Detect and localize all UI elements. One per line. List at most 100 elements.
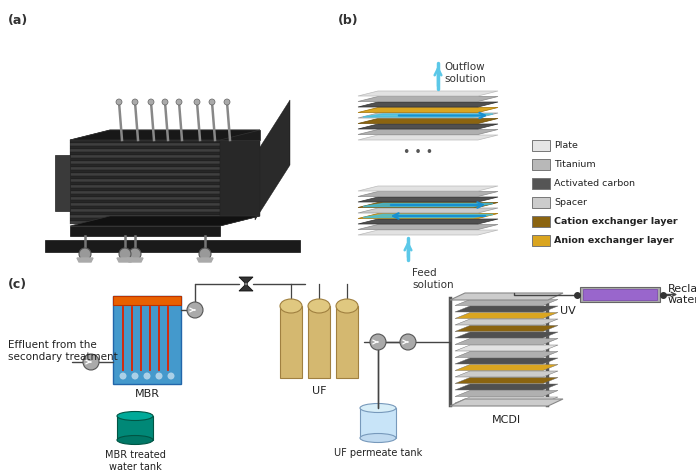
Polygon shape [70, 188, 220, 191]
Polygon shape [55, 155, 70, 211]
Polygon shape [358, 197, 498, 202]
Circle shape [120, 373, 127, 379]
Circle shape [400, 334, 416, 350]
Polygon shape [70, 146, 220, 149]
Polygon shape [358, 225, 498, 229]
Polygon shape [70, 176, 220, 179]
Polygon shape [455, 397, 558, 403]
Polygon shape [455, 326, 558, 331]
Polygon shape [70, 218, 220, 221]
Circle shape [176, 99, 182, 105]
Polygon shape [70, 209, 220, 212]
Polygon shape [358, 91, 498, 96]
Circle shape [244, 282, 248, 285]
Polygon shape [239, 277, 253, 284]
Text: Titanium: Titanium [554, 160, 596, 169]
Text: (a): (a) [8, 14, 29, 27]
Polygon shape [70, 182, 220, 185]
Polygon shape [358, 213, 498, 219]
Polygon shape [358, 186, 498, 191]
Polygon shape [239, 284, 253, 291]
Circle shape [119, 248, 131, 260]
Polygon shape [455, 371, 558, 377]
Bar [532, 197, 550, 208]
Polygon shape [358, 108, 498, 112]
Polygon shape [358, 208, 498, 213]
Polygon shape [70, 155, 220, 158]
Ellipse shape [336, 299, 358, 313]
Polygon shape [70, 173, 220, 176]
Bar [117, 416, 153, 440]
Text: MBR: MBR [134, 389, 159, 399]
Ellipse shape [280, 299, 302, 313]
Circle shape [370, 334, 386, 350]
Polygon shape [70, 197, 220, 200]
Polygon shape [255, 100, 290, 220]
Polygon shape [358, 230, 498, 235]
Ellipse shape [360, 433, 396, 442]
Polygon shape [358, 219, 498, 224]
Polygon shape [358, 135, 498, 140]
Polygon shape [70, 140, 220, 143]
Polygon shape [455, 345, 558, 351]
Polygon shape [70, 170, 220, 173]
Text: Effluent from the
secondary treatment: Effluent from the secondary treatment [8, 340, 118, 361]
Polygon shape [358, 124, 498, 129]
Polygon shape [358, 118, 498, 124]
Polygon shape [70, 215, 220, 218]
Text: MBR treated
water tank: MBR treated water tank [104, 450, 166, 470]
Polygon shape [358, 96, 498, 102]
Bar [360, 408, 396, 438]
Circle shape [162, 99, 168, 105]
Polygon shape [70, 149, 220, 152]
Polygon shape [455, 352, 558, 358]
Text: Reclaimed
water: Reclaimed water [668, 284, 696, 306]
Polygon shape [70, 143, 220, 146]
Bar [580, 287, 660, 302]
Polygon shape [455, 299, 558, 306]
Bar [583, 289, 657, 300]
Circle shape [155, 373, 162, 379]
Polygon shape [45, 240, 300, 252]
Circle shape [224, 99, 230, 105]
Polygon shape [70, 203, 220, 206]
Text: (b): (b) [338, 14, 358, 27]
Polygon shape [70, 226, 220, 236]
Text: UF permeate tank: UF permeate tank [334, 448, 422, 458]
Circle shape [129, 248, 141, 260]
Polygon shape [455, 319, 558, 325]
Text: Feed
solution: Feed solution [412, 268, 454, 290]
Text: Outflow
solution: Outflow solution [444, 62, 486, 84]
Polygon shape [117, 258, 133, 262]
Circle shape [83, 354, 99, 370]
Circle shape [199, 248, 211, 260]
Polygon shape [363, 204, 493, 206]
Polygon shape [70, 179, 220, 182]
Polygon shape [358, 102, 498, 107]
Polygon shape [70, 130, 260, 140]
Polygon shape [358, 113, 498, 118]
Polygon shape [358, 203, 498, 207]
Polygon shape [455, 332, 558, 338]
Polygon shape [70, 212, 220, 215]
Circle shape [194, 99, 200, 105]
Polygon shape [127, 258, 143, 262]
Polygon shape [358, 191, 498, 196]
Text: UF: UF [312, 386, 326, 396]
Circle shape [132, 99, 138, 105]
Ellipse shape [117, 412, 153, 421]
Polygon shape [70, 158, 220, 161]
Polygon shape [70, 221, 220, 224]
Polygon shape [455, 338, 558, 345]
Circle shape [143, 373, 150, 379]
Text: Plate: Plate [554, 141, 578, 150]
Bar [532, 178, 550, 189]
Text: Spacer: Spacer [554, 198, 587, 207]
Polygon shape [363, 214, 493, 218]
Polygon shape [70, 152, 220, 155]
Ellipse shape [360, 404, 396, 413]
Ellipse shape [308, 299, 330, 313]
Circle shape [168, 373, 175, 379]
Circle shape [116, 99, 122, 105]
Polygon shape [70, 164, 220, 167]
